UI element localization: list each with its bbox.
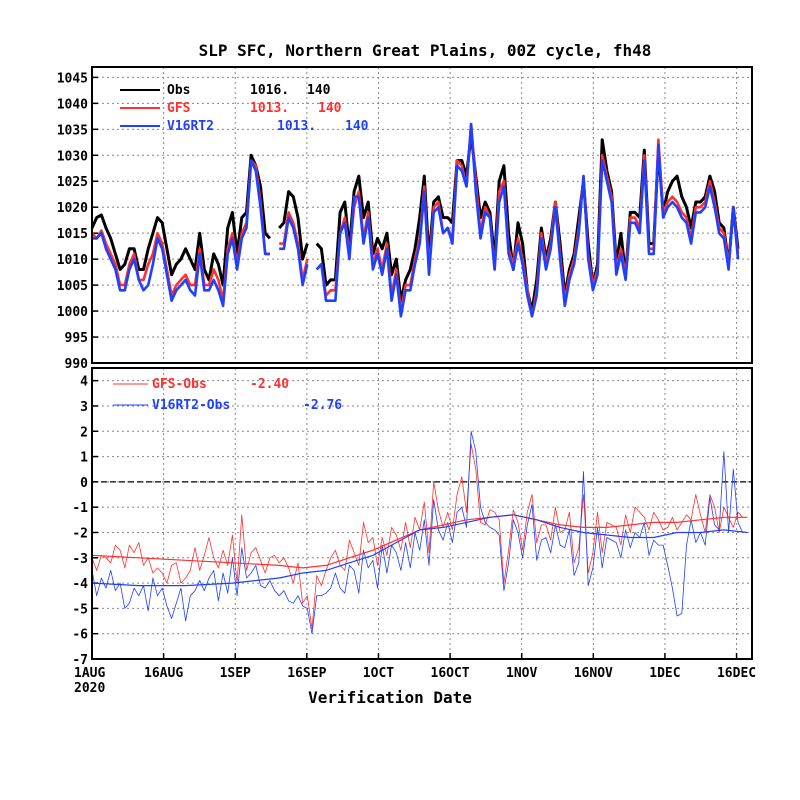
bottom-ytick-label: 1	[80, 451, 88, 466]
top-ytick-label: 1030	[57, 149, 88, 164]
legend-obs-value: 1016.	[250, 83, 289, 98]
bottom-y-axis: -7 -6 -5 -4 -3 -2 -1 0 1 2 3 4	[72, 375, 98, 668]
bottom-ytick-label: -4	[72, 577, 88, 592]
legend-v16-diff-value: -2.76	[303, 398, 342, 413]
top-series-v16rt2	[92, 122, 740, 318]
legend-v16-name: V16RT2	[167, 119, 214, 134]
bottom-ytick-label: 3	[80, 400, 88, 415]
legend-obs-count: 140	[307, 83, 331, 98]
x-tick-label: 16SEP	[287, 666, 326, 681]
legend-v16-count: 140	[345, 119, 369, 134]
x-tick-label: 16AUG	[144, 666, 183, 681]
bottom-series	[91, 430, 748, 635]
top-y-axis: 990 995 1000 1005 1010 1015 1020 1025 1030 1035 10…	[57, 71, 98, 372]
bottom-series-v16rt2-obs	[91, 430, 743, 635]
legend-gfs-count: 140	[318, 101, 342, 116]
top-ytick-label: 1025	[57, 175, 88, 190]
bottom-panel: -7 -6 -5 -4 -3 -2 -1 0 1 2 3 4 GFS-Obs -2.40 V16RT2…	[72, 367, 753, 668]
bottom-ytick-label: 0	[80, 476, 88, 491]
bottom-ytick-label: 2	[80, 425, 88, 440]
legend-gfs-name: GFS	[167, 101, 191, 116]
bottom-ytick-label: -7	[72, 653, 88, 668]
legend-v16-value: 1013.	[277, 119, 316, 134]
bottom-ytick-label: -5	[72, 602, 88, 617]
bottom-ytick-label: -3	[72, 552, 88, 567]
top-ytick-label: 1005	[57, 279, 88, 294]
top-panel: 990 995 1000 1005 1010 1015 1020 1025 1030 1035 10…	[57, 66, 753, 372]
chart-title: SLP SFC, Northern Great Plains, 00Z cycl…	[199, 41, 652, 60]
top-plot-frame	[91, 66, 753, 364]
legend-gfs-diff-value: -2.40	[250, 377, 289, 392]
bottom-ytick-label: -6	[72, 628, 88, 643]
bottom-ytick-label: -2	[72, 526, 88, 541]
top-ytick-label: 1035	[57, 123, 88, 138]
x-year-label: 2020	[74, 681, 105, 696]
top-series	[90, 122, 740, 318]
top-grid	[92, 67, 752, 364]
x-tick-label: 16NOV	[574, 666, 613, 681]
top-ytick-label: 990	[65, 357, 89, 372]
bottom-ytick-label: 4	[80, 375, 88, 390]
top-ytick-label: 1015	[57, 227, 88, 242]
top-legend: Obs 1016. 140 GFS 1013. 140 V16RT2 1013.…	[120, 83, 369, 134]
x-tick-label: 16DEC	[717, 666, 756, 681]
x-tick-label: 1NOV	[506, 666, 537, 681]
legend-gfs-value: 1013.	[250, 101, 289, 116]
top-ytick-label: 1040	[57, 97, 88, 112]
x-tick-label: 1AUG	[74, 666, 105, 681]
top-ytick-label: 1000	[57, 305, 88, 320]
top-ytick-label: 1010	[57, 253, 88, 268]
x-tick-label: 1SEP	[220, 666, 251, 681]
x-tick-label: 1DEC	[649, 666, 680, 681]
x-tick-label: 16OCT	[431, 666, 470, 681]
x-tick-label: 1OCT	[363, 666, 394, 681]
bottom-series-gfs-obs-running-mean	[91, 514, 748, 569]
bottom-ytick-label: -1	[72, 501, 88, 516]
x-axis: 1AUG 16AUG 1SEP 16SEP 1OCT 16OCT 1NOV 16NOV 1DEC…	[74, 653, 756, 681]
top-ytick-label: 1045	[57, 71, 88, 86]
bottom-series-gfs-obs	[91, 443, 743, 629]
top-ytick-label: 995	[65, 331, 88, 346]
x-axis-label: Verification Date	[308, 688, 472, 707]
legend-gfs-diff-name: GFS-Obs	[152, 377, 207, 392]
legend-obs-name: Obs	[167, 83, 190, 98]
legend-v16-diff-name: V16RT2-Obs	[152, 398, 230, 413]
bottom-series-v16rt2-obs-running-mean	[91, 514, 748, 587]
bottom-plot-frame	[91, 367, 753, 660]
bottom-legend: GFS-Obs -2.40 V16RT2-Obs -2.76	[113, 377, 342, 413]
top-ytick-label: 1020	[57, 201, 88, 216]
